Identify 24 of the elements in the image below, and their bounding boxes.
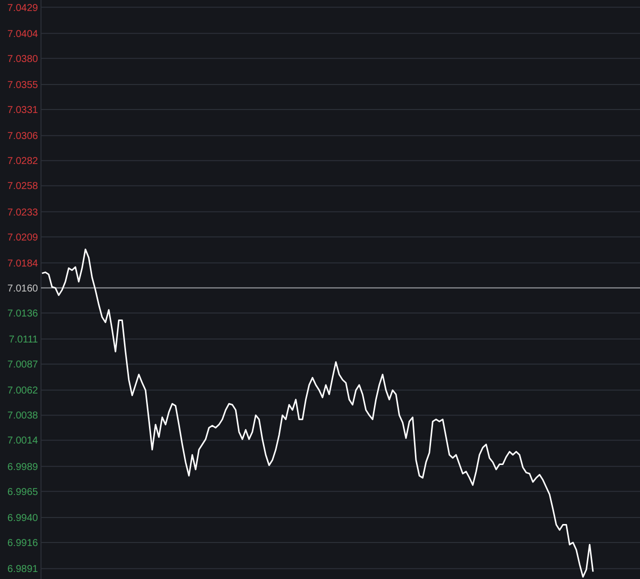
y-tick-label: 7.0306 [7,131,38,142]
y-tick-label: 7.0038 [7,410,38,422]
y-tick-label: 7.0062 [7,386,38,397]
y-tick-label: 6.9989 [7,462,38,473]
y-tick-label: 7.0209 [7,232,38,244]
y-tick-label: 7.0160 [7,283,38,294]
y-tick-label: 6.9965 [7,486,38,498]
y-tick-label: 6.9891 [7,564,38,576]
y-tick-label: 7.0282 [7,156,38,168]
y-tick-label: 7.0136 [7,308,38,320]
y-tick-label: 7.0404 [7,28,38,40]
y-tick-label: 7.0331 [7,105,38,116]
y-tick-label: 7.0258 [7,181,38,192]
y-tick-label: 7.0380 [7,54,38,65]
y-tick-label: 7.0355 [7,80,38,92]
y-tick-label: 7.0111 [8,334,38,346]
y-tick-label: 7.0233 [7,207,38,218]
y-tick-label: 6.9940 [7,512,38,524]
y-tick-label: 7.0429 [7,2,38,14]
y-tick-label: 7.0184 [7,258,38,270]
y-tick-label: 6.9916 [7,538,38,549]
y-tick-label: 7.0014 [7,436,38,447]
line-series [41,248,594,578]
y-tick-label: 7.0087 [7,360,38,371]
